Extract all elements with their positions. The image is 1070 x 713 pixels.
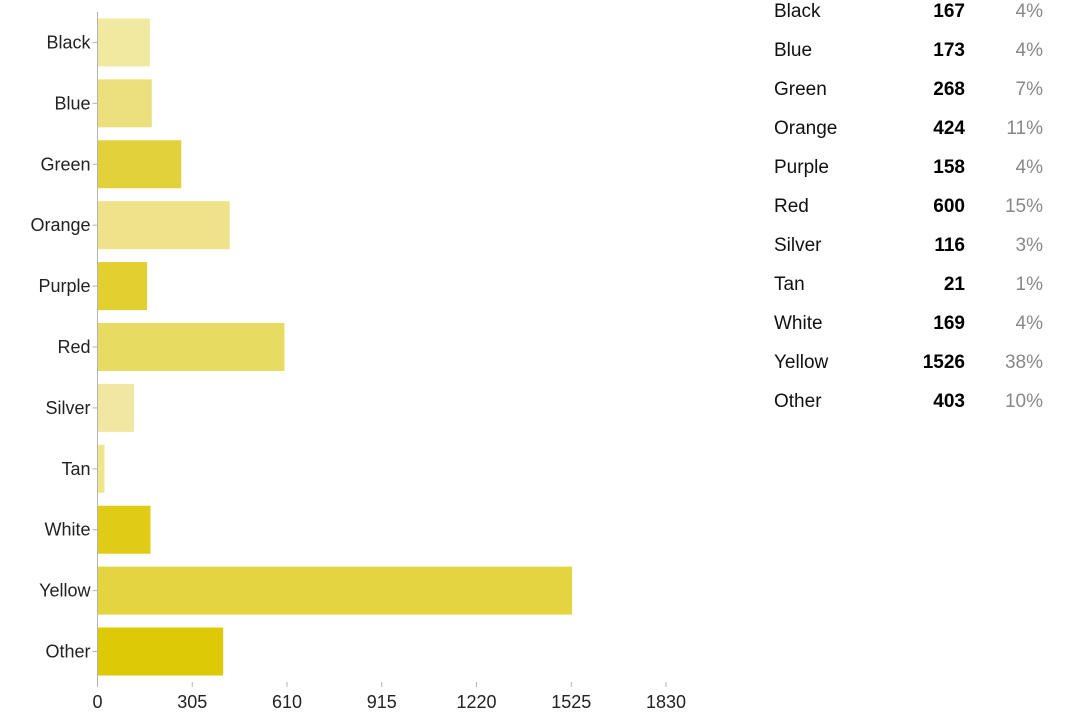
- summary-row: White 169 4%: [762, 304, 1043, 343]
- summary-count: 424: [933, 118, 965, 139]
- x-tick-label: 1830: [646, 692, 686, 712]
- summary-category: Orange: [774, 118, 838, 139]
- summary-category: Blue: [774, 40, 813, 61]
- bar-yellow: [98, 566, 573, 615]
- summary-row: Green 268 7%: [762, 70, 1043, 109]
- summary-category: White: [774, 313, 823, 334]
- summary-percent: 1%: [1015, 274, 1043, 295]
- y-tick-label: Red: [57, 337, 90, 357]
- x-tick-label: 1525: [551, 692, 591, 712]
- summary-percent: 38%: [1004, 352, 1043, 373]
- y-tick-label: Silver: [45, 398, 90, 418]
- summary-percent: 11%: [1006, 118, 1043, 139]
- y-tick-label: Black: [46, 32, 91, 52]
- summary-percent: 10%: [1004, 391, 1043, 412]
- y-tick-label: Green: [40, 154, 90, 174]
- bar-tan: [98, 444, 105, 493]
- summary-percent: 15%: [1004, 196, 1043, 217]
- summary-percent: 3%: [1015, 235, 1043, 256]
- summary-category: Purple: [774, 157, 829, 178]
- bar-green: [98, 140, 182, 189]
- summary-row: Tan 21 1%: [762, 265, 1043, 304]
- summary-percent: 7%: [1015, 79, 1043, 100]
- summary-table: Black 167 4% Blue 173 4% Green 268 7% Orange 424 11…: [762, 0, 1043, 421]
- bar-black: [98, 18, 150, 67]
- x-tick-label: 915: [367, 692, 397, 712]
- summary-category: Yellow: [774, 352, 829, 373]
- summary-count: 167: [933, 1, 965, 22]
- y-tick-label: Tan: [61, 459, 90, 479]
- summary-row: Orange 424 11%: [762, 109, 1043, 148]
- summary-category: Silver: [774, 235, 822, 256]
- summary-category: Tan: [774, 274, 805, 295]
- summary-row: Silver 116 3%: [762, 226, 1043, 265]
- summary-row: Purple 158 4%: [762, 148, 1043, 187]
- summary-count: 268: [933, 79, 965, 100]
- x-tick-label: 1220: [456, 692, 496, 712]
- x-tick-label: 0: [92, 692, 102, 712]
- bar-white: [98, 505, 151, 554]
- summary-count: 403: [933, 391, 965, 412]
- summary-row: Other 403 10%: [762, 382, 1043, 421]
- bar-other: [98, 627, 224, 676]
- y-tick-label: White: [44, 520, 90, 540]
- bar-silver: [98, 383, 135, 432]
- x-tick-label: 610: [272, 692, 302, 712]
- summary-count: 158: [933, 157, 965, 178]
- y-tick-label: Other: [45, 642, 90, 662]
- bar-blue: [98, 79, 152, 128]
- x-tick-label: 305: [177, 692, 207, 712]
- y-tick-layer: Black Blue Green Orange Purple Red Silver Tan Wh…: [30, 32, 98, 662]
- x-tick-layer: 0 305 610 915 1220 1525 1830: [92, 682, 686, 712]
- summary-percent: 4%: [1015, 313, 1043, 334]
- summary-percent: 4%: [1015, 40, 1043, 61]
- summary-category: Red: [774, 196, 809, 217]
- summary-count: 169: [933, 313, 965, 334]
- summary-count: 600: [933, 196, 965, 217]
- y-tick-label: Yellow: [39, 581, 91, 601]
- summary-category: Other: [774, 391, 822, 412]
- y-tick-label: Orange: [30, 215, 90, 235]
- bar-chart: Black Blue Green Orange Purple Red Silver Tan Wh…: [30, 12, 686, 712]
- bar-red: [98, 323, 285, 371]
- summary-count: 1526: [922, 352, 965, 373]
- summary-percent: 4%: [1015, 1, 1043, 22]
- bar-purple: [98, 262, 148, 311]
- y-tick-label: Blue: [54, 93, 90, 113]
- summary-category: Green: [774, 79, 827, 100]
- summary-row: Blue 173 4%: [762, 31, 1043, 70]
- summary-count: 116: [934, 235, 965, 256]
- summary-row: Yellow 1526 38%: [762, 343, 1043, 382]
- summary-percent: 4%: [1015, 157, 1043, 178]
- y-tick-label: Purple: [38, 276, 90, 296]
- summary-count: 21: [943, 274, 965, 295]
- summary-row: Black 167 4%: [762, 0, 1043, 31]
- summary-category: Black: [774, 1, 821, 22]
- summary-row: Red 600 15%: [762, 187, 1043, 226]
- bar-orange: [98, 201, 230, 250]
- summary-count: 173: [933, 40, 965, 61]
- bars-layer: [98, 18, 573, 676]
